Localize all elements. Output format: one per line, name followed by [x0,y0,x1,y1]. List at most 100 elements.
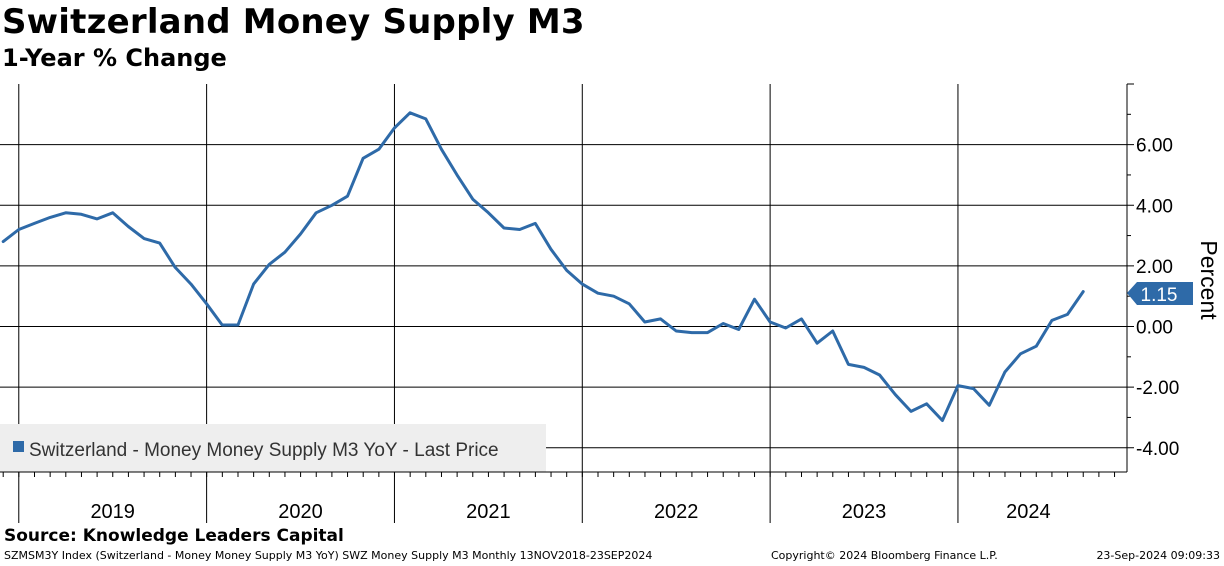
data-point [738,329,740,330]
last-value-badge-shape [1127,282,1193,305]
data-point [456,174,458,176]
data-point [253,283,255,285]
data-point [519,229,521,230]
data-point [143,238,145,240]
y-tick-label: 4.00 [1136,196,1173,217]
data-point [973,388,974,390]
y-tick-label: 0.00 [1136,318,1173,339]
data-point [80,213,82,215]
data-point [268,263,270,265]
series-layer [1,111,1085,422]
data-point [1004,371,1006,373]
data-point [2,241,4,243]
data-point [18,229,20,230]
index-info: SZMSM3Y Index (Switzerland - Money Money… [4,549,653,562]
legend-label: Switzerland - Money Money Supply M3 YoY … [29,440,499,461]
data-point [1051,319,1053,321]
data-point [628,303,630,305]
x-tick-label: 2021 [466,501,511,523]
y-tick-label: -2.00 [1136,378,1179,399]
data-point [315,212,317,214]
data-point [957,385,959,387]
x-tick-label: 2020 [278,501,323,523]
data-point [722,323,724,324]
data-point [534,222,536,224]
data-point [300,233,301,235]
x-tick-label: 2019 [90,501,135,523]
data-point [190,283,192,285]
data-point [707,332,709,334]
data-point [988,404,990,406]
y-tick-label: 2.00 [1136,257,1173,278]
data-point [347,195,348,197]
data-point [691,332,693,334]
data-point [112,212,114,214]
last-value-badge: 1.15 [1127,282,1193,306]
legend: Switzerland - Money Money Supply M3 YoY … [0,424,546,472]
data-point [440,148,442,150]
data-point [675,330,677,332]
data-point [65,212,67,214]
data-point [660,318,662,320]
data-point [597,292,599,294]
last-value-text: 1.15 [1141,285,1178,306]
data-point [566,269,568,271]
data-point [409,112,411,114]
data-point [174,266,176,268]
data-point [49,216,51,218]
x-tick-label: 2023 [842,501,887,523]
timestamp: 23-Sep-2024 09:09:33 [1096,549,1220,562]
chart-subtitle: 1-Year % Change [2,44,227,72]
data-point [581,283,583,285]
data-point [284,251,286,253]
data-point [472,198,474,200]
data-point [769,321,771,323]
data-point [331,204,333,206]
data-point [613,295,615,297]
x-tick-label: 2024 [1006,501,1051,523]
data-point [1082,291,1084,293]
data-point [816,342,818,344]
y-axis-title: Percent [1196,240,1222,320]
data-point [159,242,161,244]
x-tick-label: 2022 [654,501,699,523]
data-point [237,324,239,326]
data-point [362,157,364,159]
data-point [863,366,865,368]
series-line [1,111,1085,422]
source-note: Source: Knowledge Leaders Capital [4,526,344,546]
x-axis-labels: 2019 2020 2021 2022 2023 2024 [90,501,1050,523]
data-point [96,218,98,220]
legend-background [0,424,546,472]
y-tick-label: -4.00 [1136,439,1179,460]
axis-layer: 6.00 4.00 2.00 0.00 -2.00 -4.00 [0,83,1179,477]
data-point [644,321,646,323]
data-point [487,212,489,214]
data-point [801,318,802,320]
data-point [926,403,928,405]
data-point [33,222,35,224]
data-point [550,248,552,250]
data-point [910,410,912,412]
data-point [847,363,849,365]
data-point [894,394,896,396]
legend-swatch [13,441,24,452]
data-point [832,330,834,332]
data-point [1067,313,1068,315]
data-point [1035,345,1037,347]
data-point [879,374,881,376]
chart-title: Switzerland Money Supply M3 [2,2,585,42]
data-point [206,303,208,305]
data-point [754,298,755,300]
data-point [221,324,223,326]
data-point [127,226,129,227]
data-point [785,327,787,329]
data-point [425,118,427,120]
data-point [378,148,380,150]
data-point [1020,353,1021,355]
data-point [503,227,505,229]
copyright: Copyright© 2024 Bloomberg Finance L.P. [771,549,998,562]
data-point [393,127,395,129]
y-tick-label: 6.00 [1136,136,1173,157]
